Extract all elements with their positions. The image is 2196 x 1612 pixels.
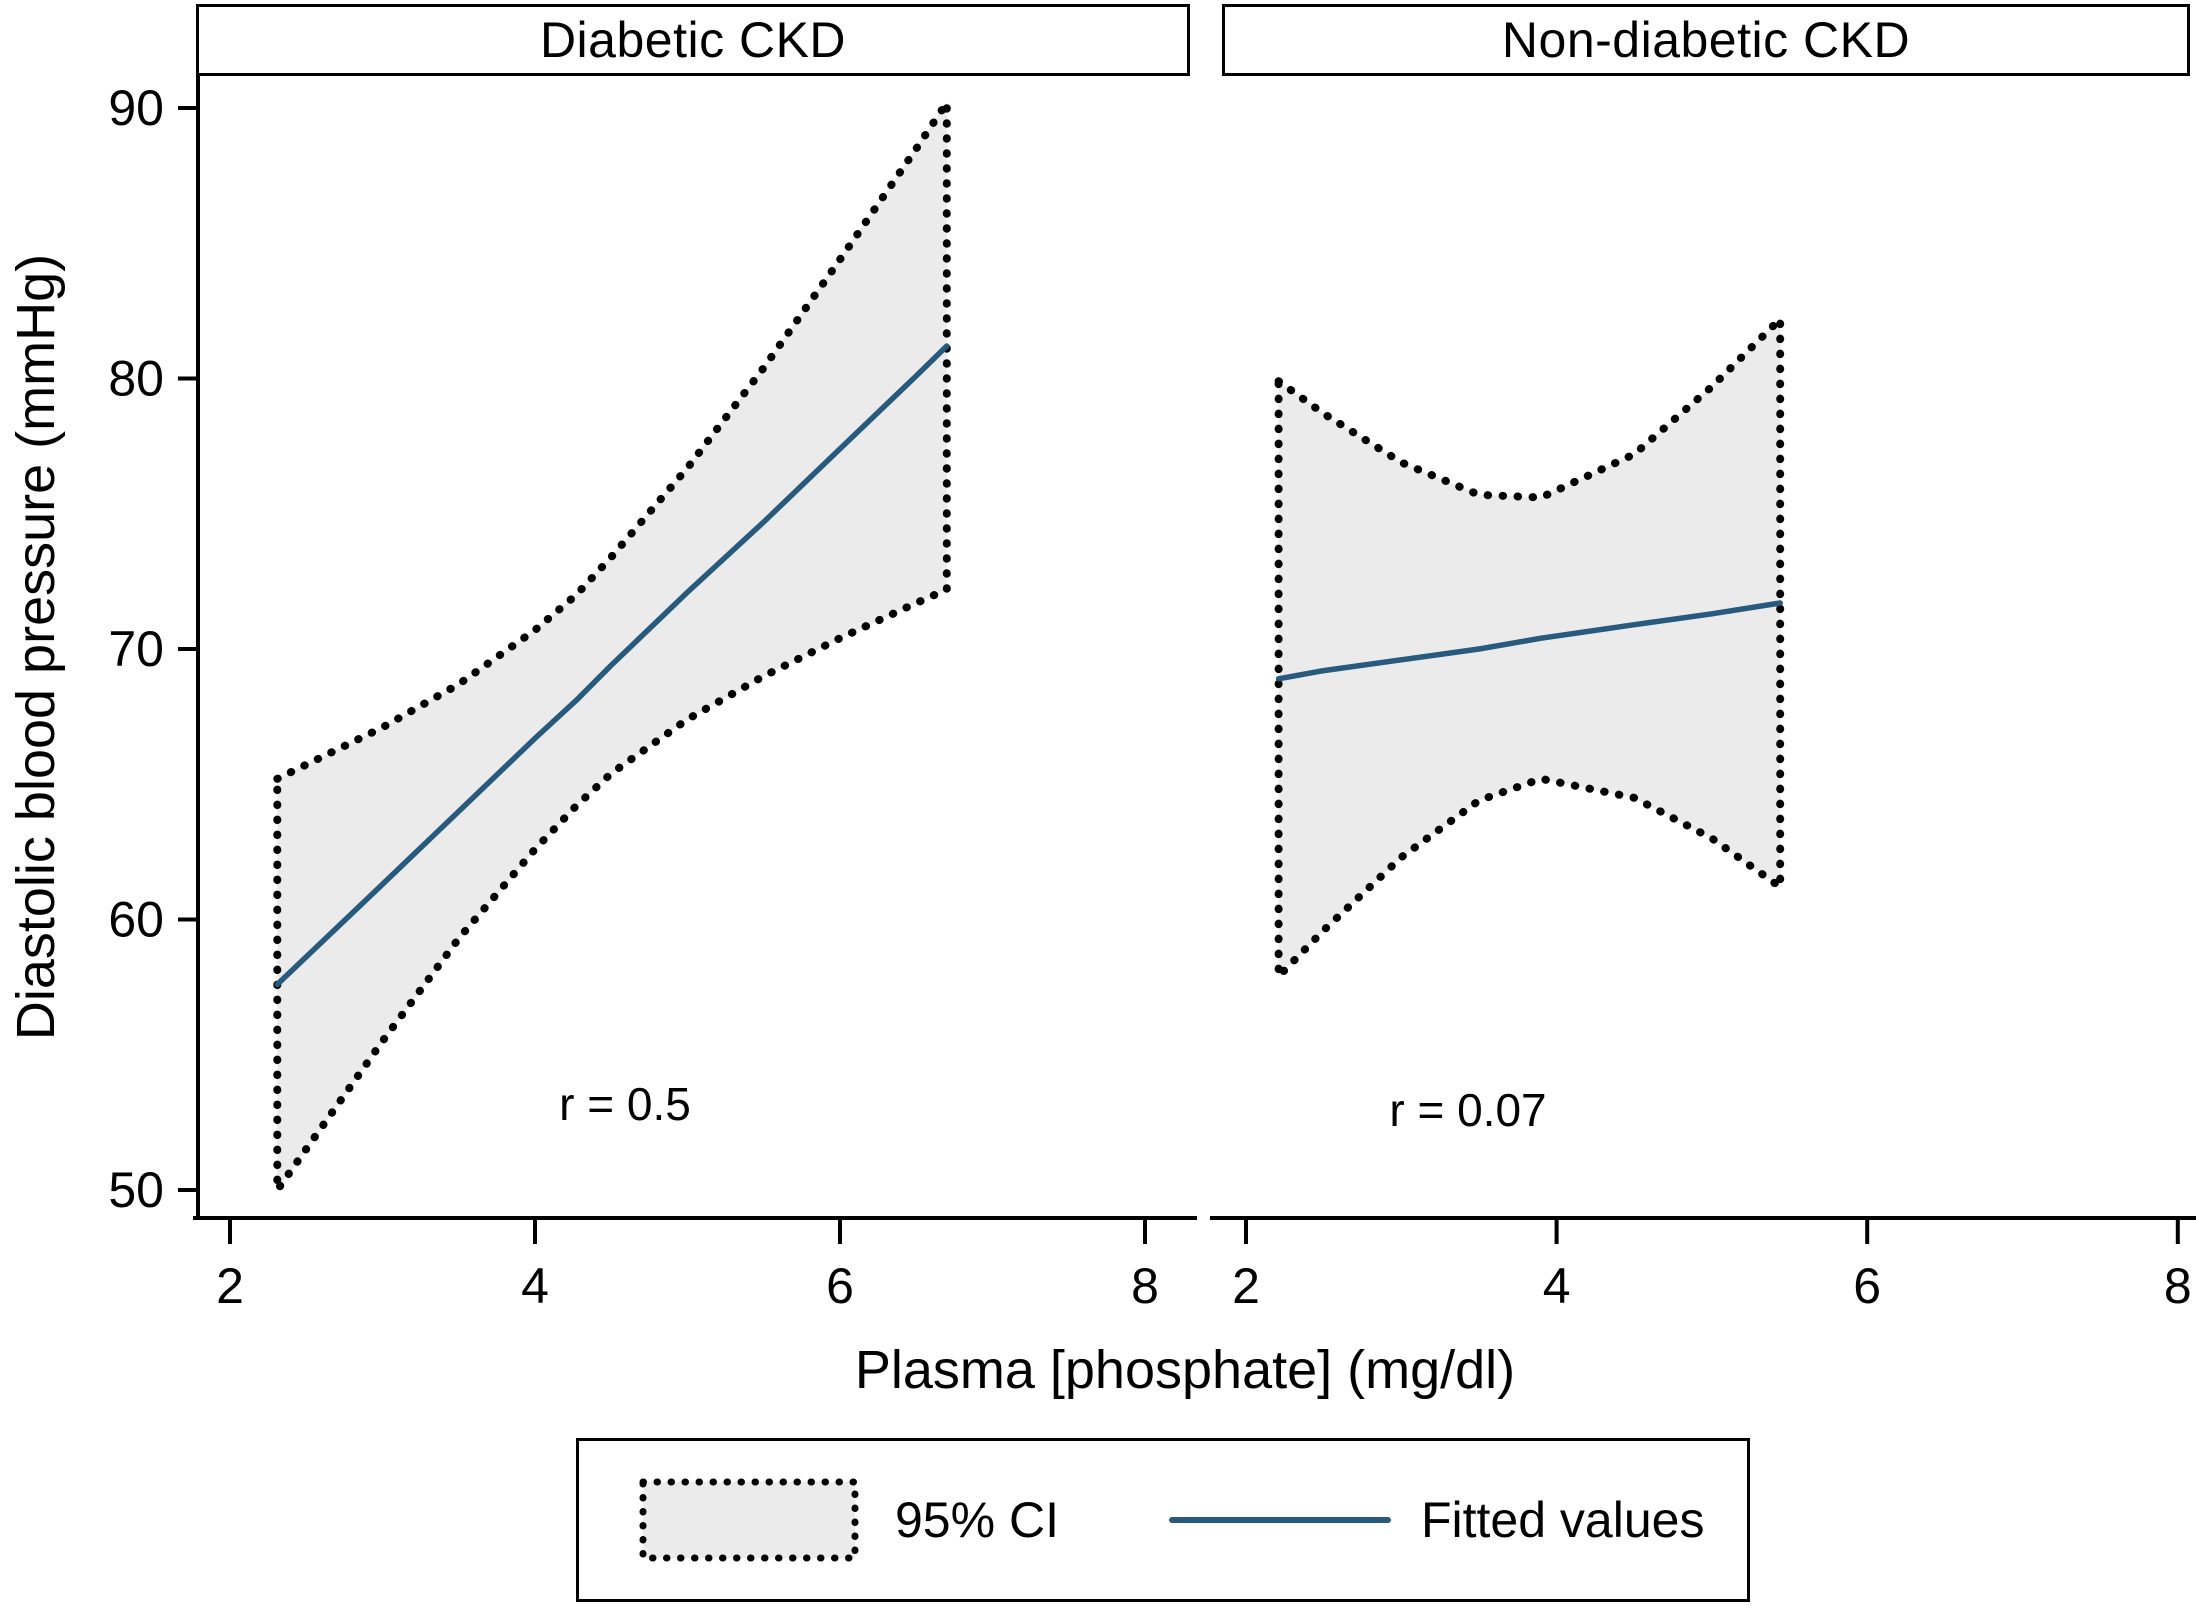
x-axis-title: Plasma [phosphate] (mg/dl) bbox=[854, 1340, 1516, 1400]
x-tick-label: 2 bbox=[1232, 1258, 1260, 1314]
legend-ci-swatch-rect bbox=[639, 1478, 859, 1562]
y-tick-label: 80 bbox=[108, 351, 164, 407]
panel-title: Diabetic CKD bbox=[539, 12, 847, 68]
legend-ci-swatch bbox=[639, 1478, 859, 1562]
x-tick-label: 2 bbox=[216, 1258, 244, 1314]
y-tick-label: 90 bbox=[108, 80, 164, 136]
panel-header-diabetic: Diabetic CKD bbox=[196, 4, 1190, 76]
legend-fit-line-sample bbox=[1168, 1517, 1391, 1523]
r-annotation-diabetic: r = 0.5 bbox=[559, 1078, 691, 1130]
x-tick-label: 6 bbox=[826, 1258, 854, 1314]
y-axis-title: Diastolic blood pressure (mmHg) bbox=[6, 253, 66, 1041]
y-tick-label: 50 bbox=[108, 1162, 164, 1218]
x-tick-label: 8 bbox=[1131, 1258, 1159, 1314]
ci-band bbox=[1274, 315, 1785, 981]
ci-band bbox=[273, 98, 951, 1194]
panel-header-nondiabetic: Non-diabetic CKD bbox=[1222, 4, 2190, 76]
legend-box: 95% CI Fitted values bbox=[576, 1438, 1750, 1602]
y-tick-label: 70 bbox=[108, 621, 164, 677]
x-tick-label: 6 bbox=[1853, 1258, 1881, 1314]
fitted-line bbox=[1275, 600, 1783, 682]
fitted-line bbox=[274, 343, 950, 988]
panel-title: Non-diabetic CKD bbox=[1501, 12, 1911, 68]
r-annotation-nondiabetic: r = 0.07 bbox=[1389, 1084, 1547, 1136]
x-tick-label: 8 bbox=[2164, 1258, 2192, 1314]
legend-fit-label: Fitted values bbox=[1420, 1492, 1705, 1548]
x-tick-label: 4 bbox=[1543, 1258, 1571, 1314]
y-tick-label: 60 bbox=[108, 892, 164, 948]
legend-ci-label: 95% CI bbox=[895, 1492, 1059, 1548]
x-tick-label: 4 bbox=[521, 1258, 549, 1314]
